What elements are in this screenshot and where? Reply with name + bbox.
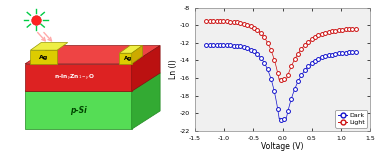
Polygon shape [25, 91, 132, 129]
Polygon shape [119, 46, 143, 53]
Y-axis label: Ln (I): Ln (I) [169, 59, 178, 79]
Polygon shape [132, 46, 160, 91]
Polygon shape [30, 50, 57, 64]
Polygon shape [25, 73, 160, 91]
Text: p-Si: p-Si [70, 106, 87, 116]
Text: Ag: Ag [124, 56, 132, 61]
Text: n-In$_y$Zn$_{1-y}$O: n-In$_y$Zn$_{1-y}$O [54, 73, 95, 83]
Text: Ag: Ag [39, 55, 48, 59]
Polygon shape [30, 43, 68, 50]
Polygon shape [25, 64, 132, 91]
Polygon shape [132, 73, 160, 129]
Legend: Dark, Light: Dark, Light [335, 110, 367, 128]
Polygon shape [132, 46, 143, 64]
Polygon shape [119, 53, 132, 64]
X-axis label: Voltage (V): Voltage (V) [261, 142, 304, 151]
Polygon shape [25, 46, 160, 64]
